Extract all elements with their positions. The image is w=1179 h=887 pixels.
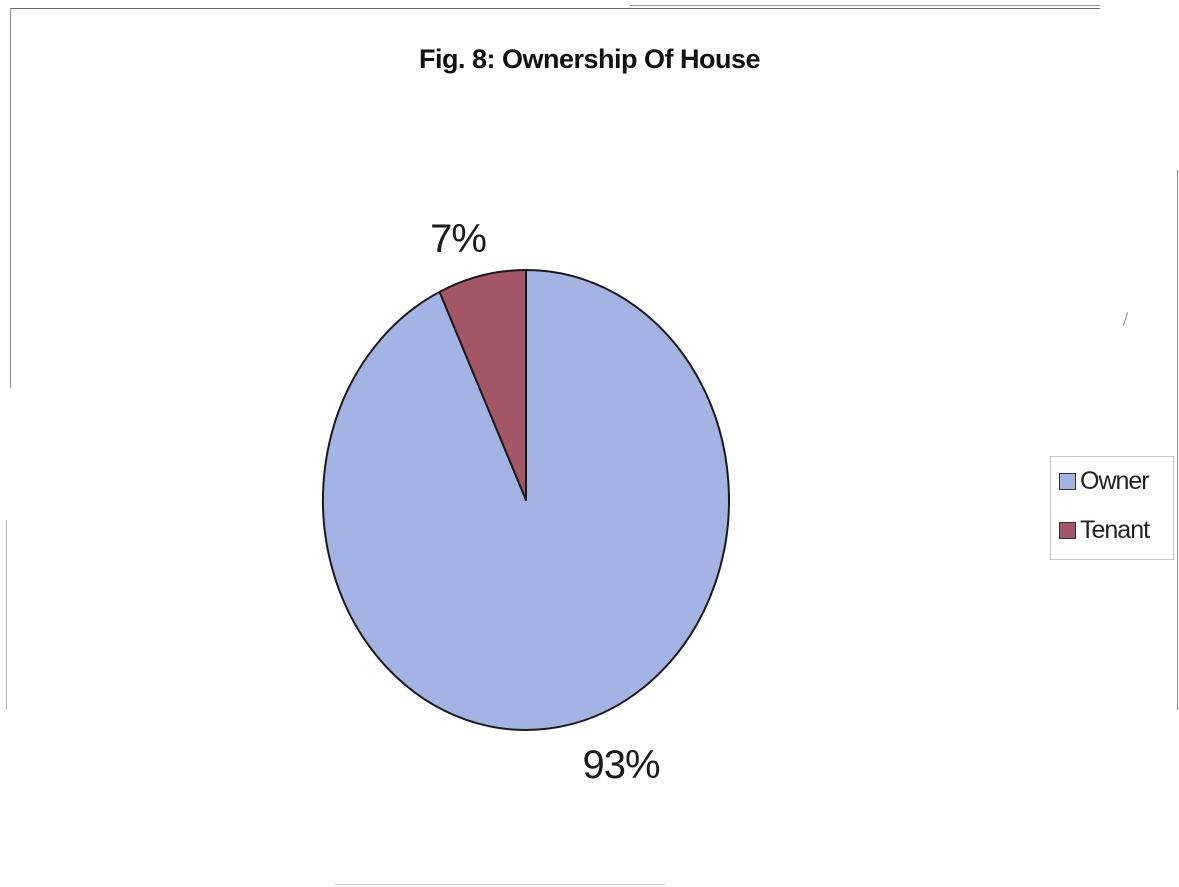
legend-item-tenant: Tenant [1059, 515, 1150, 545]
frame-top-border-faint [630, 5, 1100, 6]
frame-right-border [1177, 170, 1178, 710]
frame-left-border-lower [6, 520, 7, 710]
legend-swatch-owner [1059, 472, 1076, 490]
legend: Owner Tenant [1050, 456, 1174, 560]
legend-label-tenant: Tenant [1080, 515, 1150, 544]
legend-item-owner: Owner [1059, 466, 1150, 496]
data-label-owner: 93% [582, 743, 659, 787]
legend-label-owner: Owner [1080, 466, 1150, 495]
pie-slice-tenant [438, 269, 527, 501]
chart-title: Fig. 8: Ownership Of House [418, 44, 761, 74]
data-label-tenant: 7% [430, 217, 486, 261]
frame-bottom-border [335, 884, 665, 885]
pie-slices [322, 269, 730, 731]
legend-swatch-tenant [1059, 521, 1076, 539]
frame-left-border [10, 8, 11, 388]
pie-data-labels: 93% 7% [430, 217, 661, 787]
frame-top-border [10, 8, 1100, 9]
